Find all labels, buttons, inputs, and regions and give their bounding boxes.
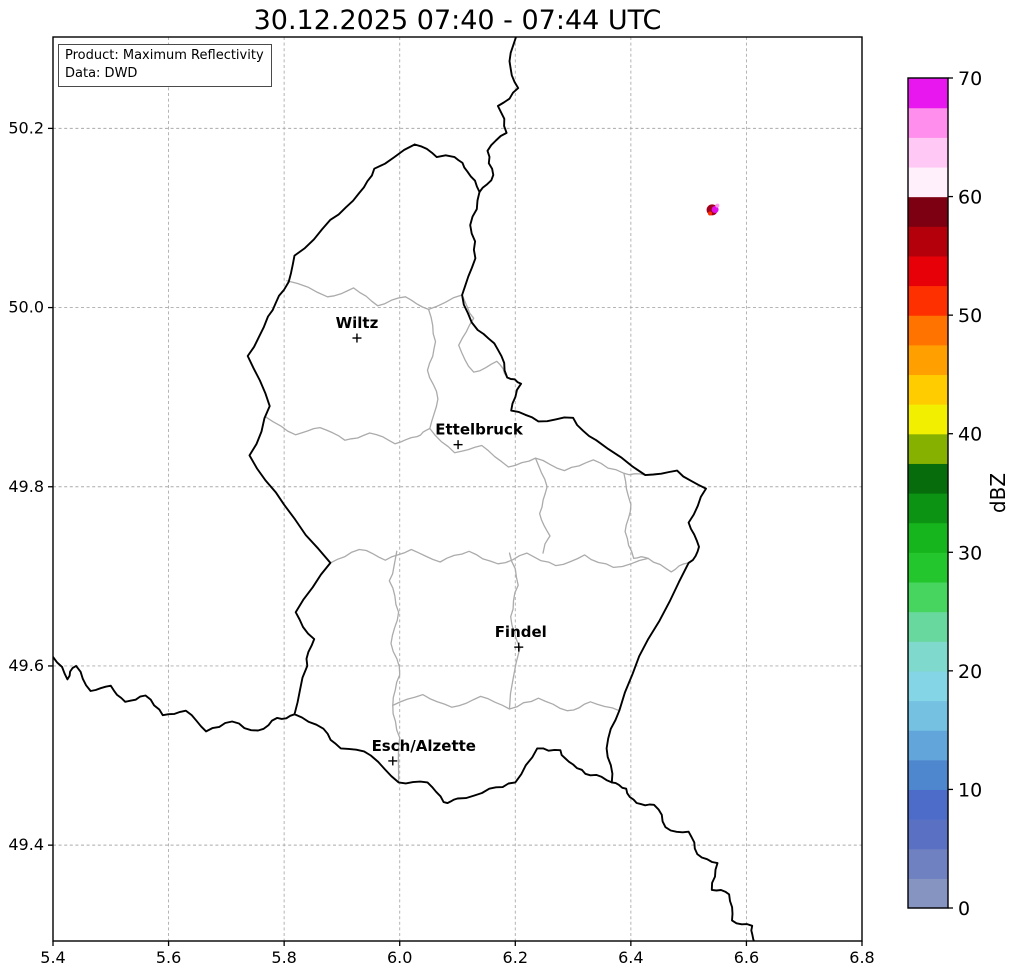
city-marker [514, 642, 524, 652]
canton-border-line [265, 416, 431, 445]
product-info-box: Product: Maximum Reflectivity Data: DWD [58, 44, 272, 88]
colorbar-segment [908, 552, 948, 583]
colorbar-segment [908, 581, 948, 613]
figure-title: 30.12.2025 07:40 - 07:44 UTC [253, 5, 662, 36]
city-label: Esch/Alzette [372, 737, 476, 755]
colorbar-segment [908, 166, 948, 198]
radar-echo-cell [708, 211, 712, 216]
canton-borders [265, 280, 690, 784]
x-tick-label: 6.2 [503, 948, 528, 967]
canton-border-line [623, 472, 649, 560]
radar-echo-cell [715, 203, 720, 208]
city-marker [388, 756, 398, 766]
colorbar-segment [908, 789, 948, 820]
country-borders [53, 37, 755, 941]
colorbar-tick-label: 50 [958, 305, 982, 327]
city-marker [453, 440, 463, 450]
france-belgium-border [53, 656, 296, 733]
colorbar-segment [908, 374, 948, 405]
colorbar-segment [908, 700, 948, 731]
colorbar-segment [908, 493, 948, 524]
colorbar-unit-label: dBZ [986, 473, 1010, 513]
plot-frame [52, 36, 863, 942]
x-grid-and-ticks: 5.4 5.6 5.8 6.0 6.2 6.4 6.6 6.8 [40, 37, 875, 967]
x-tick-label: 6.8 [849, 948, 874, 967]
city-annotations: Wiltz Ettelbruck Findel Esch/Alzette [336, 314, 547, 766]
canton-border-line [329, 548, 690, 573]
city-marker [352, 333, 362, 343]
colorbar-segment [908, 226, 948, 257]
x-tick-label: 5.6 [156, 948, 181, 967]
product-line: Product: Maximum Reflectivity [65, 48, 264, 63]
city-label: Wiltz [336, 314, 379, 332]
x-tick-label: 6.4 [618, 948, 643, 967]
radar-echo [706, 203, 720, 216]
colorbar-segment [908, 404, 948, 435]
colorbar-segment [908, 196, 948, 227]
colorbar-segment [908, 759, 948, 791]
colorbar: 0 10 20 30 40 50 60 70 dBZ [907, 68, 1010, 920]
radar-echo-cell [711, 206, 719, 213]
colorbar-segment [908, 137, 948, 168]
y-grid-and-ticks: 49.4 49.6 49.8 50.0 50.2 [8, 118, 862, 854]
colorbar-frame [907, 77, 949, 909]
canton-border-line [286, 280, 463, 311]
canton-border-line [458, 294, 508, 379]
colorbar-tick-label: 30 [958, 542, 982, 564]
colorbar-segment [908, 285, 948, 316]
colorbar-segment [908, 670, 948, 702]
y-tick-label: 50.0 [8, 298, 44, 317]
colorbar-segment [908, 433, 948, 464]
colorbar-segment [908, 344, 948, 376]
x-tick-label: 5.8 [271, 948, 296, 967]
x-tick-label: 6.6 [734, 948, 759, 967]
canton-border-line [392, 693, 620, 712]
canton-border-line [508, 552, 521, 710]
colorbar-segment [908, 78, 948, 109]
y-tick-label: 49.6 [8, 656, 44, 675]
city-label: Ettelbruck [435, 421, 524, 439]
y-tick-label: 50.2 [8, 118, 44, 137]
colorbar-segment [908, 522, 948, 553]
colorbar-segment [908, 315, 948, 346]
colorbar-tick-label: 10 [958, 779, 982, 801]
colorbar-tick-label: 70 [958, 68, 982, 90]
colorbar-segment [908, 463, 948, 494]
belgium-germany-border [478, 37, 520, 193]
data-source-line: Data: DWD [65, 65, 138, 81]
canton-border-line [388, 550, 401, 784]
colorbar-tick-label: 60 [958, 187, 982, 209]
colorbar-segment [908, 641, 948, 672]
x-tick-label: 5.4 [40, 948, 65, 967]
luxembourg-outline [246, 143, 707, 805]
colorbar-segment [908, 848, 948, 879]
y-tick-label: 49.8 [8, 477, 44, 496]
canton-border-line [426, 308, 439, 430]
colorbar-segment [908, 878, 948, 909]
x-tick-label: 6.0 [387, 948, 412, 967]
colorbar-segment [908, 611, 948, 642]
colorbar-tick-label: 0 [958, 898, 970, 920]
colorbar-segment [908, 255, 948, 287]
colorbar-segment [908, 730, 948, 761]
colorbar-tick-label: 40 [958, 424, 982, 446]
colorbar-segment [908, 819, 948, 850]
colorbar-segment [908, 107, 948, 138]
france-germany-border [610, 781, 755, 941]
city-label: Findel [495, 623, 547, 641]
colorbar-tick-label: 20 [958, 661, 982, 683]
y-tick-label: 49.4 [8, 835, 44, 854]
canton-border-line [534, 457, 551, 554]
